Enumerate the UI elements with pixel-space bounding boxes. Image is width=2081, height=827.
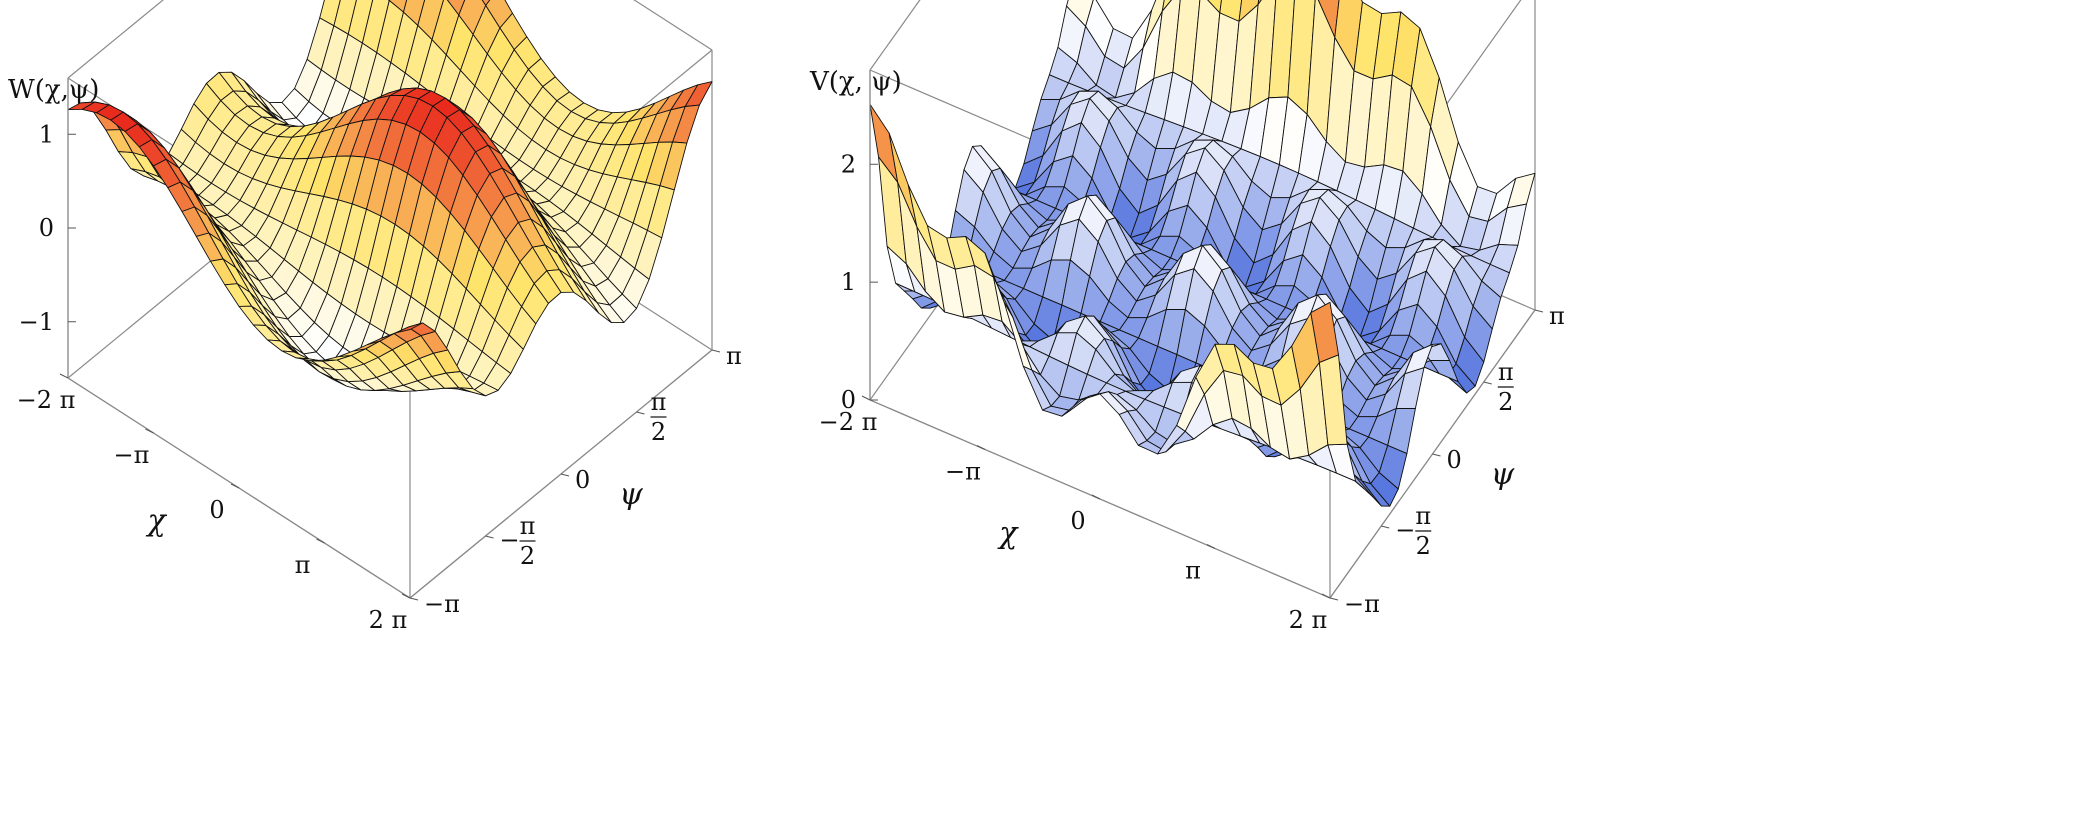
surface <box>869 0 1536 507</box>
z-tick-label: 1 <box>39 120 54 148</box>
surface-cell <box>395 322 424 334</box>
x-tick-label: 2 π <box>369 606 408 634</box>
x-tick-label: −π <box>945 458 981 486</box>
y-tick-sign: − <box>500 526 520 554</box>
z-tick-label: 0 <box>39 214 54 242</box>
y-tick-label: −π <box>424 590 460 618</box>
y-tick-mark <box>636 411 645 415</box>
x-tick-label: 0 <box>209 496 224 524</box>
y-axis-label: ψ <box>619 477 643 512</box>
y-tick-label: 0 <box>1447 446 1462 474</box>
y-tick-denominator: 2 <box>1416 532 1431 560</box>
x-tick-mark <box>1091 494 1101 500</box>
x-tick-label: −2 π <box>819 408 878 436</box>
y-tick-mark <box>1483 381 1492 385</box>
y-tick-mark <box>485 535 494 539</box>
x-tick-mark <box>1206 544 1216 549</box>
x-tick-label: 0 <box>1070 507 1085 535</box>
y-tick-numerator: π <box>1498 358 1514 386</box>
y-tick-fraction: π2 <box>1497 358 1514 416</box>
z-tick-label: 1 <box>841 268 856 296</box>
x-tick-label: 2 π <box>1289 606 1328 634</box>
x-tick-mark <box>59 373 69 379</box>
x-tick-label: −π <box>114 441 150 469</box>
y-tick-numerator: π <box>520 512 536 540</box>
y-tick-denominator: 2 <box>1498 388 1513 416</box>
box-edge <box>67 0 164 79</box>
y-tick-numerator: π <box>1415 502 1431 530</box>
y-tick-label: π <box>1549 302 1565 330</box>
z-tick-label: −1 <box>19 308 54 336</box>
z-tick-label: 0 <box>841 386 856 414</box>
y-axis-label: ψ <box>1491 457 1515 492</box>
y-tick-label: −π <box>1344 590 1380 618</box>
y-tick-mark <box>409 597 419 601</box>
y-tick-mark <box>1329 597 1339 601</box>
y-tick-fraction: π2 <box>650 388 667 446</box>
x-tick-mark <box>1321 593 1331 599</box>
y-tick-numerator: π <box>651 388 667 416</box>
y-tick-label: π <box>726 342 742 370</box>
surface <box>67 0 713 397</box>
x-axis-label: χ <box>997 516 1019 551</box>
y-tick-sign: − <box>1395 516 1415 544</box>
x-tick-mark <box>145 428 154 434</box>
x-tick-mark <box>316 538 325 544</box>
x-axis-label: χ <box>146 503 168 538</box>
y-tick-fraction: − π2 <box>500 512 536 570</box>
x-tick-label: π <box>295 551 311 579</box>
y-tick-mark <box>560 473 570 477</box>
x-tick-label: π <box>1185 557 1201 585</box>
x-tick-label: −2 π <box>17 386 76 414</box>
y-tick-mark <box>1534 309 1544 313</box>
y-tick-mark <box>711 349 721 353</box>
x-tick-mark <box>401 593 411 599</box>
box-edge <box>633 0 713 51</box>
surface-cell <box>1310 301 1339 363</box>
y-tick-denominator: 2 <box>520 542 535 570</box>
surface-cell <box>481 0 491 6</box>
y-tick-mark <box>1381 525 1390 529</box>
y-tick-fraction: − π2 <box>1395 502 1432 560</box>
y-tick-denominator: 2 <box>651 418 666 446</box>
x-tick-mark <box>976 445 986 450</box>
z-axis-label: W(χ,ψ) <box>8 75 99 105</box>
y-tick-mark <box>1432 453 1441 457</box>
y-tick-label: 0 <box>575 466 590 494</box>
x-tick-mark <box>861 395 871 401</box>
z-axis-label: V(χ, ψ) <box>809 67 902 97</box>
z-tick-label: 2 <box>841 150 856 178</box>
box-edge <box>869 0 921 71</box>
x-tick-mark <box>230 483 240 489</box>
